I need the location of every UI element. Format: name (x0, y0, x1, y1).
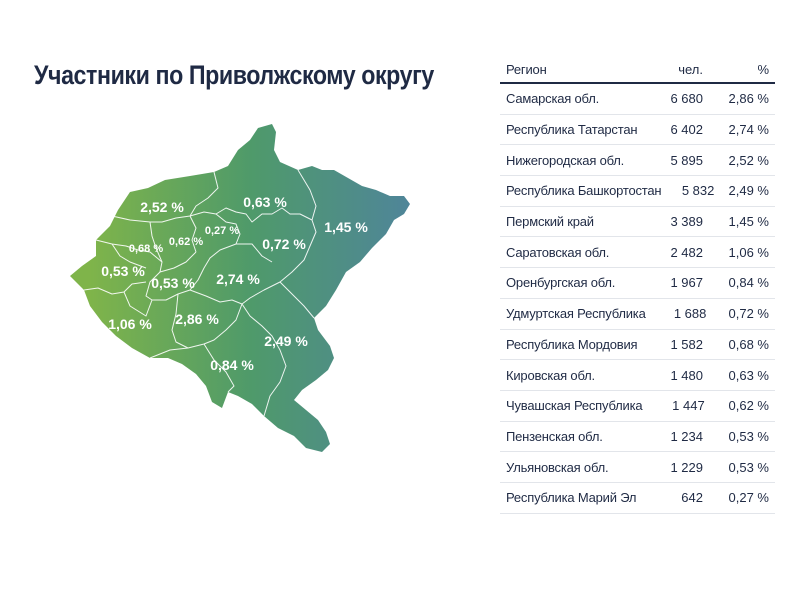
table-body: Самарская обл. 6 680 2,86 % Республика Тата… (500, 84, 775, 514)
cell-percent: 0,68 % (728, 336, 769, 352)
cell-percent: 2,74 % (728, 122, 769, 138)
table-row: Республика Марий Эл 642 0,27 % (500, 483, 775, 514)
region-label-perm: 1,45 % (324, 219, 368, 235)
cell-count: 6 402 (670, 122, 703, 138)
table-row: Республика Башкортостан 5 832 2,49 % (500, 176, 775, 207)
cell-region: Республика Марий Эл (506, 490, 637, 506)
region-label-saratov: 1,06 % (108, 316, 152, 332)
table-row: Республика Татарстан 6 402 2,74 % (500, 115, 775, 146)
region-label-penza: 0,53 % (101, 263, 145, 279)
cell-region: Пермский край (506, 214, 594, 230)
table-row: Ульяновская обл. 1 229 0,53 % (500, 452, 775, 483)
cell-region: Республика Мордовия (506, 336, 638, 352)
cell-region: Республика Татарстан (506, 122, 638, 138)
cell-count: 2 482 (670, 244, 703, 260)
region-labels: 2,52 % 0,63 % 1,45 % 0,27 % 0,62 % 0,68 … (101, 194, 368, 373)
cell-percent: 1,45 % (728, 214, 769, 230)
cell-percent: 0,84 % (728, 275, 769, 291)
cell-count: 3 389 (670, 214, 703, 230)
cell-count: 1 480 (670, 367, 703, 383)
cell-region: Республика Башкортостан (506, 183, 662, 199)
table-row: Республика Мордовия 1 582 0,68 % (500, 330, 775, 361)
cell-count: 1 582 (670, 336, 703, 352)
table-row: Удмуртская Республика 1 688 0,72 % (500, 299, 775, 330)
cell-percent: 2,49 % (728, 183, 769, 199)
cell-percent: 0,53 % (728, 459, 769, 475)
cell-percent: 0,27 % (728, 490, 769, 506)
cell-percent: 0,72 % (728, 306, 769, 322)
cell-region: Чувашская Республика (506, 398, 643, 414)
region-map-svg: 2,52 % 0,63 % 1,45 % 0,27 % 0,62 % 0,68 … (70, 124, 410, 452)
region-label-tatarstan: 2,74 % (216, 271, 260, 287)
region-label-udmurtia: 0,72 % (262, 236, 306, 252)
header-percent: % (757, 61, 769, 77)
region-label-bashkortostan: 2,49 % (264, 333, 308, 349)
cell-percent: 1,06 % (728, 244, 769, 260)
cell-region: Ульяновская обл. (506, 459, 609, 475)
cell-region: Удмуртская Республика (506, 306, 646, 322)
cell-percent: 2,86 % (728, 91, 769, 107)
table-row: Оренбургская обл. 1 967 0,84 % (500, 268, 775, 299)
cell-count: 1 688 (673, 306, 707, 322)
cell-region: Нижегородская обл. (506, 152, 625, 168)
header-region: Регион (506, 61, 547, 77)
cell-count: 5 895 (670, 152, 703, 168)
table-row: Кировская обл. 1 480 0,63 % (500, 360, 775, 391)
region-borders (83, 169, 317, 417)
region-label-samara: 2,86 % (175, 311, 219, 327)
table-row: Пензенская обл. 1 234 0,53 % (500, 422, 775, 453)
table-row: Самарская обл. 6 680 2,86 % (500, 84, 775, 115)
region-label-nizhny: 2,52 % (140, 199, 184, 215)
cell-count: 5 832 (681, 183, 715, 199)
region-label-mari-el: 0,27 % (205, 225, 239, 237)
table-row: Пермский край 3 389 1,45 % (500, 207, 775, 238)
table-row: Чувашская Республика 1 447 0,62 % (500, 391, 775, 422)
page-title: Участники по Приволжскому округу (34, 60, 434, 90)
district-outline (70, 124, 410, 452)
participants-table: Регион чел. % Самарская обл. 6 680 2,86 % Р… (500, 56, 775, 514)
table-header: Регион чел. % (500, 56, 775, 84)
table-row: Нижегородская обл. 5 895 2,52 % (500, 145, 775, 177)
cell-region: Пензенская обл. (506, 428, 603, 444)
region-label-ulyanovsk: 0,53 % (151, 275, 195, 291)
cell-percent: 0,53 % (728, 428, 769, 444)
cell-region: Оренбургская обл. (506, 275, 616, 291)
table-row: Саратовская обл. 2 482 1,06 % (500, 237, 775, 269)
cell-count: 642 (681, 490, 703, 506)
cell-percent: 0,62 % (728, 398, 769, 414)
cell-count: 1 234 (670, 428, 703, 444)
cell-region: Саратовская обл. (506, 244, 610, 260)
cell-count: 1 229 (670, 459, 703, 475)
cell-region: Самарская обл. (506, 91, 600, 107)
cell-count: 1 967 (670, 275, 703, 291)
header-count: чел. (678, 61, 703, 77)
region-label-mordovia: 0,68 % (129, 243, 163, 255)
cell-percent: 0,63 % (728, 367, 769, 383)
cell-count: 6 680 (670, 91, 703, 107)
cell-region: Кировская обл. (506, 367, 595, 383)
cell-count: 1 447 (672, 398, 705, 414)
region-label-kirov: 0,63 % (243, 194, 287, 210)
region-label-chuvashia: 0,62 % (169, 236, 203, 248)
cell-percent: 2,52 % (728, 152, 769, 168)
region-label-orenburg: 0,84 % (210, 357, 254, 373)
region-map: 2,52 % 0,63 % 1,45 % 0,27 % 0,62 % 0,68 … (70, 124, 410, 452)
